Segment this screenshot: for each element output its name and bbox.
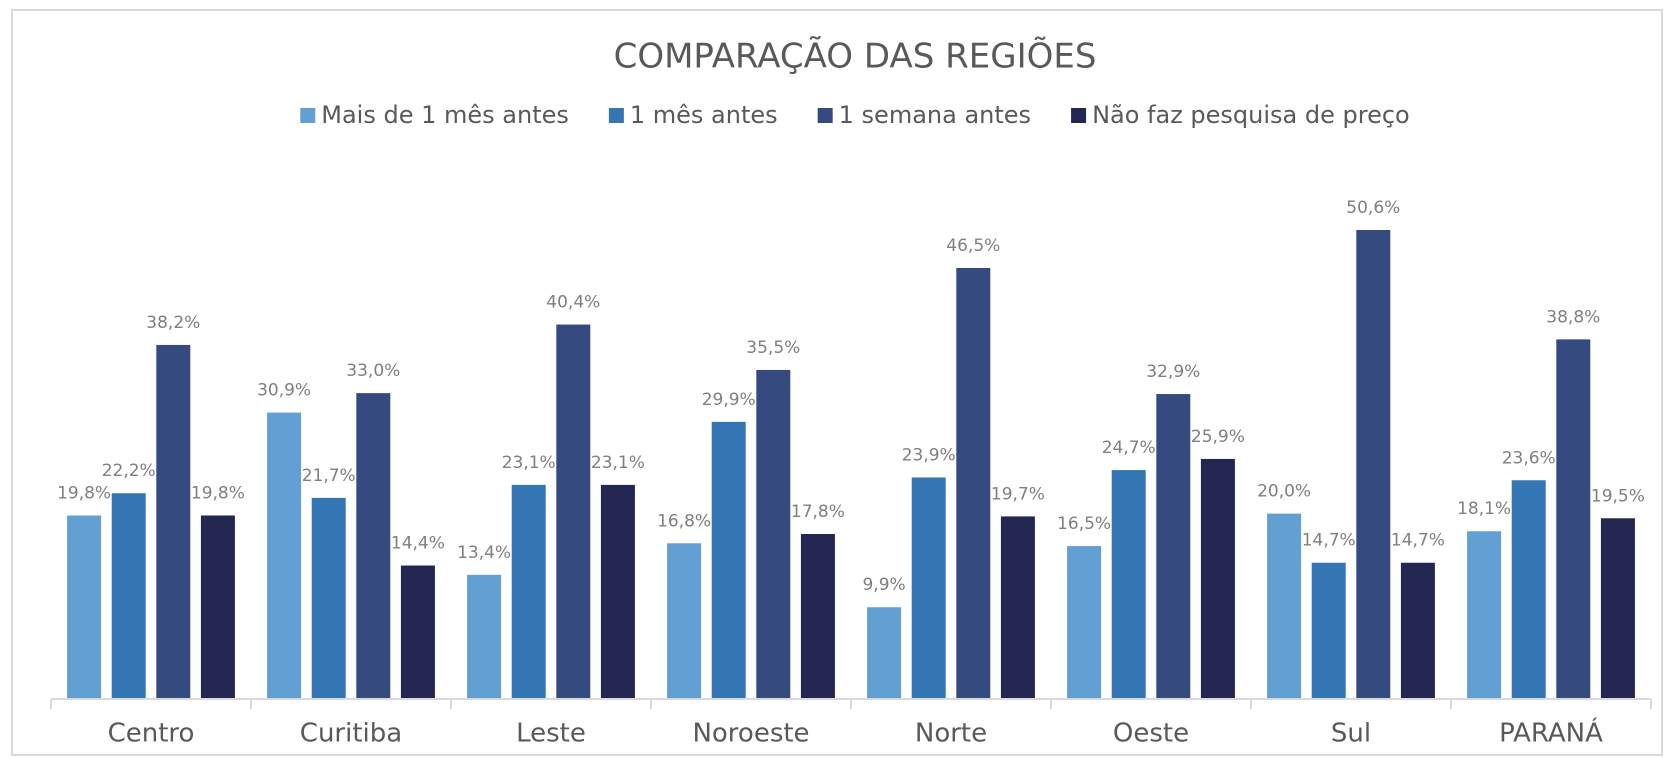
- bar: [156, 344, 191, 699]
- x-tick-label: Noroeste: [692, 719, 809, 749]
- legend-label: 1 semana antes: [839, 101, 1031, 129]
- data-label: 14,7%: [1302, 531, 1356, 551]
- data-label: 38,8%: [1546, 307, 1600, 327]
- data-label: 33,0%: [346, 361, 400, 381]
- bar: [467, 574, 502, 699]
- data-label: 14,7%: [1391, 531, 1445, 551]
- x-tick-label: Curitiba: [300, 719, 402, 749]
- legend-label: Não faz pesquisa de preço: [1092, 101, 1410, 129]
- legend-label: Mais de 1 mês antes: [321, 101, 569, 129]
- data-label: 29,9%: [702, 390, 756, 410]
- data-label: 13,4%: [457, 543, 511, 563]
- data-label: 40,4%: [546, 293, 600, 313]
- data-label: 16,5%: [1057, 514, 1111, 534]
- data-label: 19,8%: [191, 483, 245, 503]
- bar: [1400, 562, 1435, 699]
- bar: [511, 484, 546, 699]
- legend-swatch: [300, 108, 316, 123]
- data-label: 19,7%: [991, 484, 1045, 504]
- bar: [911, 477, 946, 699]
- data-label: 46,5%: [946, 236, 1000, 256]
- bar: [600, 484, 635, 699]
- bar: [1311, 562, 1346, 699]
- bar: [800, 534, 835, 699]
- bar: [867, 607, 902, 699]
- bar: [311, 497, 346, 699]
- bar: [111, 493, 146, 699]
- chart-title: COMPARAÇÃO DAS REGIÕES: [614, 36, 1097, 77]
- bar: [356, 393, 391, 699]
- bar: [1156, 394, 1191, 699]
- bar: [1067, 546, 1102, 699]
- data-label: 50,6%: [1346, 198, 1400, 218]
- data-label: 14,4%: [391, 534, 445, 554]
- bar: [711, 421, 746, 699]
- data-label: 23,1%: [591, 453, 645, 473]
- bar: [1511, 480, 1546, 699]
- bar: [1111, 470, 1146, 699]
- legend-label: 1 mês antes: [630, 101, 778, 129]
- bar: [1600, 518, 1635, 699]
- legend-swatch: [1071, 108, 1087, 123]
- bar: [556, 324, 591, 699]
- data-label: 30,9%: [257, 381, 311, 401]
- data-label: 35,5%: [746, 338, 800, 358]
- data-label: 19,8%: [57, 483, 111, 503]
- bar: [956, 268, 991, 699]
- legend-swatch: [608, 108, 624, 123]
- bar: [1467, 531, 1502, 699]
- bar: [400, 565, 435, 699]
- data-label: 32,9%: [1146, 362, 1200, 382]
- data-label: 9,9%: [862, 575, 905, 595]
- data-label: 18,1%: [1457, 499, 1511, 519]
- x-tick-label: PARANÁ: [1499, 717, 1603, 749]
- bar: [1267, 513, 1302, 699]
- bar: [756, 369, 791, 699]
- data-label: 21,7%: [302, 466, 356, 486]
- data-label: 23,6%: [1502, 448, 1556, 468]
- data-label: 16,8%: [657, 511, 711, 531]
- x-tick-label: Leste: [516, 719, 586, 749]
- x-tick-label: Norte: [915, 719, 987, 749]
- legend-swatch: [817, 108, 833, 123]
- x-tick-label: Oeste: [1113, 719, 1189, 749]
- bar: [67, 515, 102, 699]
- bar: [267, 412, 302, 699]
- data-label: 25,9%: [1191, 427, 1245, 447]
- bar: [1000, 516, 1035, 699]
- data-label: 23,9%: [902, 445, 956, 465]
- bar: [1200, 458, 1235, 699]
- data-label: 38,2%: [146, 313, 200, 333]
- data-label: 22,2%: [102, 461, 156, 481]
- data-label: 23,1%: [502, 453, 556, 473]
- bar: [200, 515, 235, 699]
- x-tick-label: Sul: [1331, 719, 1371, 749]
- data-label: 20,0%: [1257, 482, 1311, 502]
- bar: [667, 543, 702, 699]
- data-label: 19,5%: [1591, 486, 1645, 506]
- bar: [1556, 339, 1591, 699]
- data-label: 17,8%: [791, 502, 845, 522]
- x-tick-label: Centro: [108, 719, 195, 749]
- data-label: 24,7%: [1102, 438, 1156, 458]
- bar: [1356, 230, 1391, 699]
